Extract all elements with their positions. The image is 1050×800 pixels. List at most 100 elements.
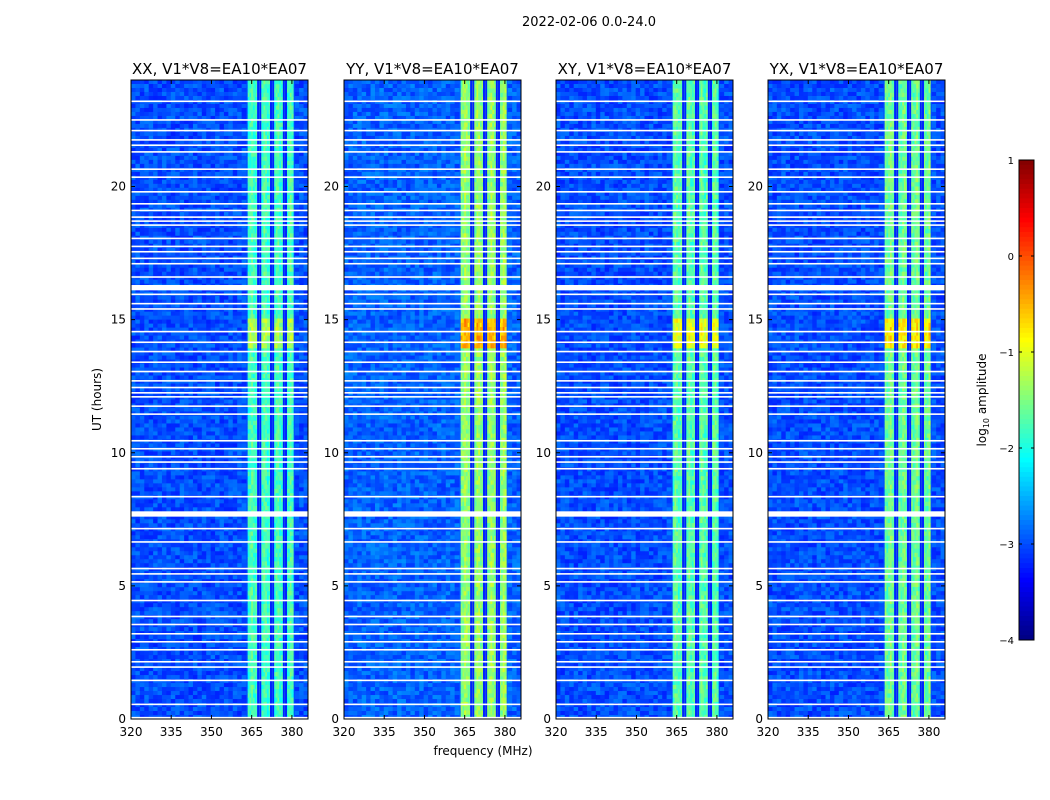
heatmap-cell: [139, 687, 145, 692]
heatmap-cell: [170, 575, 176, 580]
heatmap-cell: [219, 115, 225, 121]
heatmap-cell: [166, 707, 172, 712]
heatmap-cell: [201, 187, 207, 193]
heatmap-cell: [232, 391, 238, 396]
heatmap-cell: [188, 679, 194, 684]
heatmap-cell: [197, 683, 203, 688]
heatmap-cell: [241, 299, 247, 305]
heatmap-cell: [215, 103, 220, 109]
heatmap-cell: [188, 211, 194, 217]
heatmap-cell: [192, 115, 198, 121]
heatmap-cell: [275, 88, 278, 94]
heatmap-cell: [210, 107, 216, 113]
heatmap-cell: [161, 175, 167, 181]
heatmap-cell: [294, 379, 300, 384]
heatmap-cell: [197, 687, 203, 692]
heatmap-cell: [144, 567, 150, 572]
heatmap-cell: [294, 415, 300, 420]
heatmap-cell: [258, 101, 261, 106]
heatmap-cell: [131, 683, 136, 688]
heatmap-cell: [223, 131, 229, 137]
heatmap-cell: [157, 707, 163, 712]
heatmap-cell: [241, 695, 247, 700]
heatmap-cell: [153, 303, 158, 309]
heatmap-cell: [175, 147, 181, 153]
heatmap-cell: [166, 267, 172, 273]
heatmap-cell: [219, 583, 225, 588]
heatmap-cell: [188, 663, 194, 668]
heatmap-cell: [232, 95, 238, 101]
heatmap-cell: [188, 263, 194, 269]
heatmap-cell: [201, 347, 207, 352]
heatmap-cell: [228, 531, 234, 536]
heatmap-cell: [161, 679, 167, 684]
heatmap-cell: [303, 139, 308, 145]
heatmap-cell: [294, 367, 300, 372]
heatmap-cell: [299, 615, 304, 620]
heatmap-cell: [188, 559, 194, 564]
heatmap-cell: [223, 599, 229, 604]
heatmap-cell: [175, 191, 181, 197]
heatmap-cell: [170, 583, 176, 588]
heatmap-cell: [232, 343, 238, 348]
heatmap-cell: [215, 443, 220, 448]
heatmap-cell: [179, 535, 185, 540]
heatmap-cell: [223, 163, 229, 169]
heatmap-cell: [201, 303, 207, 309]
heatmap-cell: [299, 603, 304, 608]
heatmap-cell: [197, 299, 203, 305]
heatmap-cell: [299, 147, 304, 153]
heatmap-cell: [166, 111, 172, 117]
heatmap-cell: [237, 271, 243, 277]
heatmap-cell: [135, 443, 141, 448]
heatmap-cell: [135, 619, 141, 624]
heatmap-cell: [148, 391, 154, 396]
heatmap-cell: [294, 83, 300, 89]
heatmap-cell: [215, 363, 220, 368]
heatmap-cell: [161, 623, 167, 628]
heatmap-cell: [188, 671, 194, 676]
heatmap-cell: [188, 175, 194, 181]
heatmap-cell: [228, 107, 234, 113]
heatmap-cell: [144, 355, 150, 360]
heatmap-cell: [206, 667, 212, 672]
heatmap-cell: [219, 691, 225, 696]
heatmap-cell: [197, 315, 203, 321]
heatmap-cell: [237, 199, 243, 205]
heatmap-cell: [294, 711, 300, 716]
heatmap-cell: [175, 323, 181, 329]
heatmap-cell: [135, 175, 141, 181]
heatmap-cell: [175, 683, 181, 688]
heatmap-cell: [144, 87, 150, 93]
heatmap-cell: [206, 307, 212, 313]
heatmap-cell: [188, 667, 194, 672]
heatmap-cell: [215, 431, 220, 436]
heatmap-cell: [228, 703, 234, 708]
heatmap-cell: [303, 323, 308, 329]
heatmap-cell: [192, 695, 198, 700]
heatmap-cell: [166, 455, 172, 460]
heatmap-cell: [241, 163, 247, 169]
heatmap-cell: [192, 375, 198, 380]
heatmap-cell: [148, 223, 154, 229]
heatmap-cell: [166, 471, 172, 476]
heatmap-cell: [139, 591, 145, 596]
heatmap-cell: [131, 707, 136, 712]
heatmap-cell: [228, 303, 234, 309]
heatmap-cell: [170, 303, 176, 309]
heatmap-cell: [299, 219, 304, 225]
heatmap-cell: [215, 607, 220, 612]
heatmap-cell: [215, 143, 220, 149]
heatmap-cell: [299, 455, 304, 460]
heatmap-cell: [237, 191, 243, 197]
heatmap-cell: [294, 451, 300, 456]
heatmap-cell: [219, 491, 225, 496]
heatmap-cell: [144, 251, 150, 257]
heatmap-cell: [299, 139, 304, 145]
heatmap-cell: [184, 591, 189, 596]
heatmap-cell: [131, 315, 136, 321]
heatmap-cell: [197, 95, 203, 101]
heatmap-cell: [303, 247, 308, 253]
heatmap-cell: [157, 427, 163, 432]
heatmap-cell: [279, 101, 282, 106]
